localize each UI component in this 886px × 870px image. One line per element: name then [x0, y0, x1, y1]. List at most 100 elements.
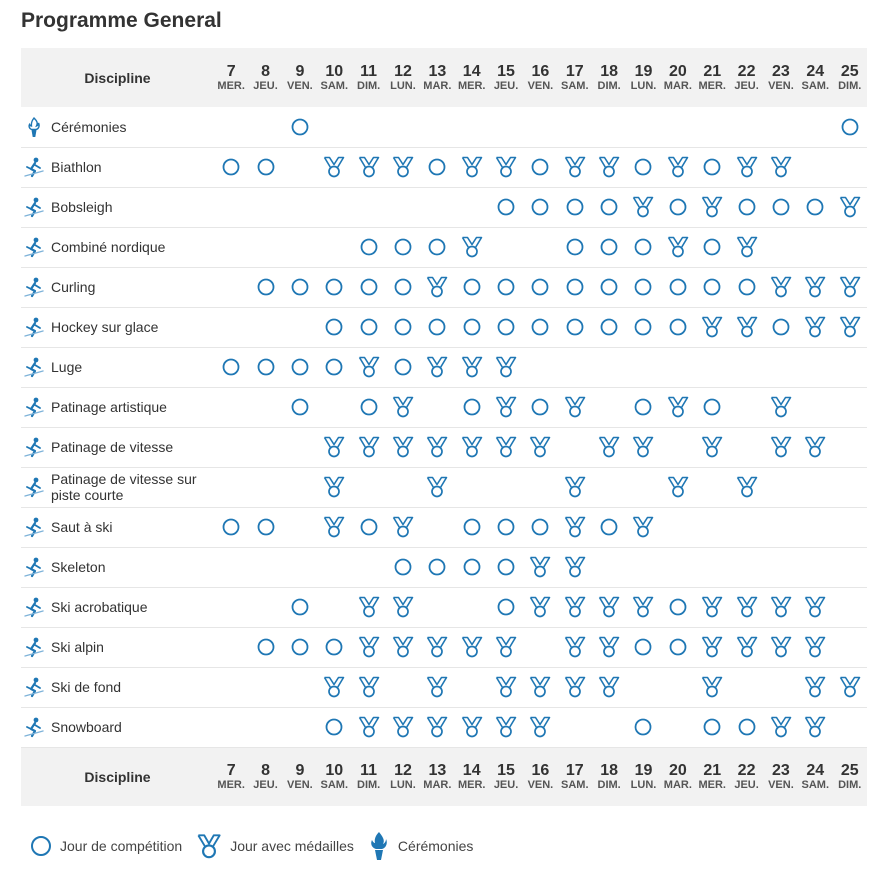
schedule-cell — [661, 187, 695, 227]
schedule-cell — [798, 627, 832, 667]
day-number: 13 — [428, 62, 447, 80]
day-column-header: 8 JEU. — [248, 747, 282, 806]
medal-day-icon — [495, 716, 517, 738]
sport-name: Hockey sur glace — [51, 319, 159, 335]
schedule-cell — [695, 667, 729, 707]
schedule-cell — [832, 667, 867, 707]
medal-day-icon — [392, 516, 414, 538]
schedule-cell — [592, 347, 626, 387]
sport-row: Ski alpin — [21, 627, 867, 667]
schedule-cell — [626, 107, 660, 147]
schedule-cell — [523, 147, 557, 187]
schedule-cell — [798, 467, 832, 507]
medal-day-icon — [805, 276, 826, 298]
day-number: 10 — [325, 62, 344, 80]
medal-day-icon — [530, 596, 551, 618]
medal-day-icon — [770, 596, 792, 618]
sport-name: Snowboard — [51, 719, 122, 735]
schedule-cell — [558, 547, 592, 587]
schedule-cell — [832, 227, 867, 267]
competition-day-icon — [635, 238, 652, 256]
schedule-cell — [214, 627, 248, 667]
schedule-cell — [592, 147, 626, 187]
sport-cell: Hockey sur glace — [21, 307, 214, 347]
schedule-cell — [386, 267, 420, 307]
day-weekday: SAM. — [320, 79, 349, 92]
schedule-cell — [386, 467, 420, 507]
schedule-cell — [764, 267, 798, 307]
competition-day-icon — [532, 318, 549, 336]
schedule-cell — [248, 387, 282, 427]
schedule-cell — [558, 467, 592, 507]
day-column-header: 7 MER. — [214, 747, 248, 806]
schedule-cell — [695, 547, 729, 587]
schedule-cell — [626, 667, 660, 707]
competition-day-icon — [222, 358, 240, 376]
medal-day-icon — [564, 596, 586, 618]
schedule-cell — [455, 547, 489, 587]
alpine-skiing-icon — [24, 637, 44, 658]
medal-day-icon — [839, 316, 861, 338]
schedule-cell — [386, 627, 420, 667]
day-column-header: 8 JEU. — [248, 48, 282, 107]
medal-day-icon — [667, 236, 689, 258]
schedule-cell — [523, 507, 557, 547]
day-weekday: MER. — [457, 778, 486, 791]
schedule-cell — [523, 587, 557, 627]
schedule-cell — [661, 307, 695, 347]
day-column-header: 15 JEU. — [489, 48, 523, 107]
schedule-cell — [420, 707, 454, 747]
sport-cell: Biathlon — [21, 147, 214, 187]
medal-day-icon — [392, 716, 414, 738]
day-number: 10 — [325, 761, 344, 779]
competition-day-icon — [532, 518, 549, 536]
competition-day-icon — [635, 638, 652, 656]
sport-row: Biathlon — [21, 147, 867, 187]
schedule-cell — [283, 187, 317, 227]
competition-day-icon — [291, 278, 309, 296]
day-column-header: 17 SAM. — [558, 48, 592, 107]
schedule-cell — [661, 467, 695, 507]
schedule-cell — [317, 227, 351, 267]
day-weekday: MAR. — [663, 79, 692, 92]
competition-day-icon — [325, 718, 343, 736]
medal-day-icon — [495, 356, 517, 378]
schedule-cell — [283, 347, 317, 387]
sport-cell: Bobsleigh — [21, 187, 214, 227]
schedule-cell — [695, 347, 729, 387]
medal-day-icon — [564, 516, 586, 538]
schedule-cell — [661, 427, 695, 467]
competition-day-icon — [257, 158, 274, 176]
schedule-cell — [558, 307, 592, 347]
schedule-cell — [695, 147, 729, 187]
medal-day-icon — [530, 556, 551, 578]
schedule-cell — [764, 627, 798, 667]
schedule-cell — [214, 227, 248, 267]
medal-day-icon — [805, 676, 826, 698]
schedule-cell — [214, 547, 248, 587]
schedule-cell — [351, 627, 385, 667]
competition-day-icon — [600, 318, 618, 336]
ceremony-torch-icon — [371, 832, 387, 860]
schedule-cell — [832, 627, 867, 667]
schedule-cell — [386, 107, 420, 147]
schedule-cell — [729, 427, 763, 467]
competition-day-icon — [291, 638, 309, 656]
medal-day-icon — [805, 636, 826, 658]
speed-skating-icon — [24, 437, 44, 458]
schedule-cell — [317, 147, 351, 187]
day-column-header: 16 VEN. — [523, 747, 557, 806]
medal-day-icon — [358, 596, 379, 618]
day-number: 25 — [840, 761, 859, 779]
sport-row: Saut à ski — [21, 507, 867, 547]
schedule-cell — [764, 387, 798, 427]
day-number: 20 — [668, 761, 687, 779]
schedule-cell — [764, 707, 798, 747]
schedule-cell — [351, 587, 385, 627]
ski-jumping-icon — [24, 517, 44, 538]
schedule-cell — [558, 427, 592, 467]
sport-row: Ski acrobatique — [21, 587, 867, 627]
schedule-cell — [317, 267, 351, 307]
legend-medals: Jour avec médailles — [196, 831, 354, 861]
schedule-cell — [592, 707, 626, 747]
